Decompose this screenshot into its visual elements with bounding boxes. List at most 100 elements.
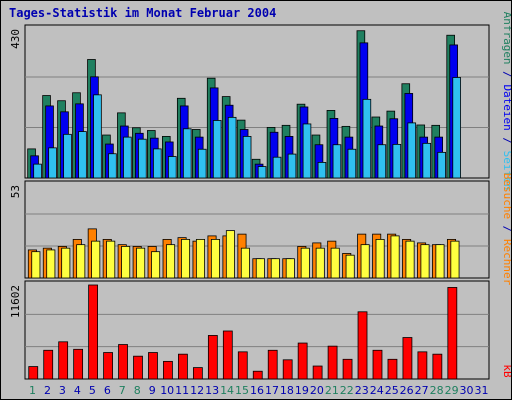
y-axis-max-label-top: 430 <box>9 29 22 49</box>
bar-rechner-day-12 <box>195 238 206 279</box>
bar-kb-day-26 <box>402 337 413 380</box>
bar-rechner-day-13 <box>210 238 220 279</box>
right-label-middle-part-1: / <box>501 219 511 239</box>
y-axis-max-label-middle: 53 <box>9 185 22 198</box>
bar-seiten-day-22 <box>347 148 357 179</box>
bar-rechner-day-9 <box>151 251 161 279</box>
bar-seiten-day-4 <box>78 131 87 179</box>
bar-seiten-day-16 <box>257 166 267 179</box>
day-label-20: 20 <box>310 384 324 397</box>
bar-rechner-day-22 <box>345 254 355 279</box>
day-label-30: 30 <box>460 384 474 397</box>
day-label-26: 26 <box>400 384 414 397</box>
day-label-27: 27 <box>415 384 429 397</box>
bar-rechner-day-21 <box>330 247 340 279</box>
bar-kb-day-12 <box>192 367 203 380</box>
bar-rechner-day-18 <box>285 258 295 279</box>
bar-kb-day-27 <box>417 351 428 380</box>
bar-rechner-day-23 <box>360 244 370 279</box>
bar-kb-day-2 <box>43 349 54 380</box>
bar-kb-day-11 <box>178 353 188 380</box>
bar-seiten-day-14 <box>227 116 237 179</box>
bar-seiten-day-13 <box>212 120 222 179</box>
bar-rechner-day-1 <box>31 251 41 279</box>
bar-rechner-day-10 <box>166 244 176 279</box>
day-label-31: 31 <box>475 384 489 397</box>
bar-kb-day-5 <box>88 284 98 380</box>
day-label-21: 21 <box>325 384 339 397</box>
bar-rechner-day-4 <box>76 244 86 279</box>
right-label-top-part-1: / <box>501 65 511 85</box>
bar-kb-day-23 <box>357 311 368 380</box>
bar-seiten-day-18 <box>287 153 297 179</box>
bar-rechner-day-2 <box>46 249 56 279</box>
bar-kb-day-17 <box>267 349 278 380</box>
day-label-12: 12 <box>190 384 204 397</box>
day-label-19: 19 <box>295 384 309 397</box>
bar-kb-day-20 <box>312 365 323 380</box>
bar-seiten-day-19 <box>302 123 312 179</box>
bar-rechner-day-19 <box>300 247 310 279</box>
right-label-top-part-3: / <box>501 131 511 151</box>
bar-seiten-day-6 <box>108 153 117 179</box>
day-label-3: 3 <box>59 384 66 397</box>
bar-kb-day-19 <box>297 342 308 380</box>
day-label-16: 16 <box>250 384 264 397</box>
bar-seiten-day-25 <box>392 143 402 179</box>
right-label-bottom-part-0: kB <box>501 364 511 378</box>
bar-rechner-day-6 <box>106 240 116 279</box>
right-label-top-part-2: Dateien <box>501 84 511 130</box>
bar-kb-day-15 <box>237 351 248 380</box>
day-label-29: 29 <box>445 384 459 397</box>
bar-kb-day-16 <box>252 370 263 380</box>
bar-seiten-day-17 <box>272 156 282 179</box>
day-label-6: 6 <box>104 384 111 397</box>
day-label-22: 22 <box>340 384 354 397</box>
bar-kb-day-28 <box>432 353 443 380</box>
bar-seiten-day-5 <box>93 94 102 179</box>
bar-rechner-day-5 <box>91 240 101 279</box>
day-label-24: 24 <box>370 384 384 397</box>
bar-kb-day-9 <box>148 352 158 380</box>
bar-rechner-day-29 <box>450 240 460 279</box>
bar-seiten-day-15 <box>242 136 252 179</box>
bar-kb-day-29 <box>447 287 458 380</box>
bar-seiten-day-11 <box>182 128 192 179</box>
right-label-middle: Besuche / Rechner <box>501 173 511 286</box>
day-label-9: 9 <box>149 384 156 397</box>
chart-title: Tages-Statistik im Monat Februar 2004 <box>9 6 277 20</box>
day-label-14: 14 <box>220 384 234 397</box>
day-label-1: 1 <box>29 384 36 397</box>
bar-seiten-day-9 <box>153 148 162 179</box>
right-label-top-part-4: Seiten <box>501 151 511 191</box>
bar-rechner-day-26 <box>405 240 415 279</box>
bar-seiten-day-20 <box>317 162 327 179</box>
bar-kb-day-7 <box>118 344 128 380</box>
bar-rechner-day-20 <box>315 247 325 279</box>
bar-seiten-day-21 <box>332 144 342 179</box>
bar-rechner-day-16 <box>255 258 265 279</box>
bar-seiten-day-2 <box>48 147 57 179</box>
bar-seiten-day-3 <box>63 133 72 179</box>
bar-rechner-day-25 <box>390 235 400 279</box>
day-label-23: 23 <box>355 384 369 397</box>
bar-rechner-day-27 <box>420 244 430 279</box>
bar-seiten-day-23 <box>362 98 372 179</box>
bar-kb-day-10 <box>163 360 173 380</box>
bar-seiten-day-29 <box>452 77 461 179</box>
bar-kb-day-6 <box>103 352 113 380</box>
bar-kb-day-14 <box>222 330 233 380</box>
right-label-middle-part-0: Besuche <box>501 173 511 219</box>
bar-seiten-day-12 <box>197 148 207 179</box>
day-label-15: 15 <box>235 384 249 397</box>
bar-rechner-day-3 <box>61 247 71 279</box>
day-label-25: 25 <box>385 384 399 397</box>
day-label-11: 11 <box>175 384 189 397</box>
bar-seiten-day-10 <box>167 156 177 179</box>
bar-kb-day-25 <box>387 358 398 380</box>
day-label-4: 4 <box>74 384 81 397</box>
bar-kb-day-24 <box>372 349 383 380</box>
day-label-13: 13 <box>205 384 219 397</box>
